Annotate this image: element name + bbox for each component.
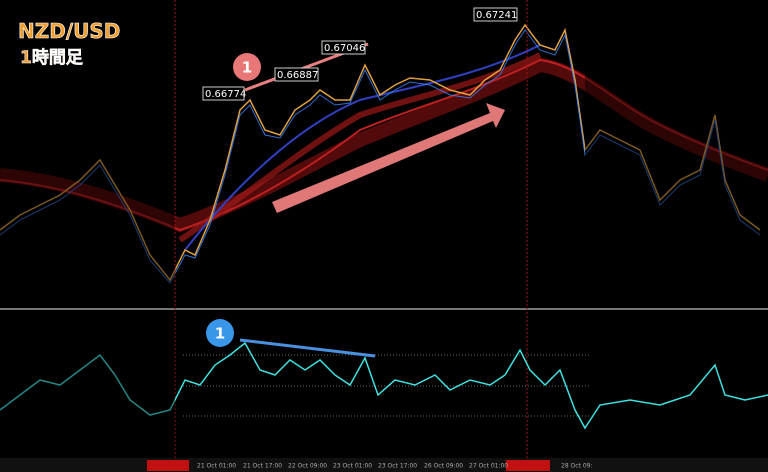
title: NZD/USD: [18, 19, 120, 43]
date-label: 21 Oct 17:00: [243, 463, 282, 470]
label-box: [473, 7, 518, 22]
price-label: 0.66887: [277, 70, 318, 81]
dim-right: [585, 0, 768, 458]
price-label: 0.67046: [324, 43, 365, 54]
badge-text: 1: [242, 59, 252, 77]
date-label: 26 Oct 09:00: [424, 463, 463, 470]
date-highlight: [506, 460, 550, 471]
price-label: 0.67241: [476, 10, 517, 21]
dim-left-rsi: [0, 312, 175, 458]
date-label: 21 Oct 01:00: [197, 463, 236, 470]
date-label: 23 Oct 01:00: [333, 463, 372, 470]
label-box: [202, 86, 245, 101]
date-label: 22 Oct 09:00: [288, 463, 327, 470]
label-box: [321, 40, 366, 55]
trend-line: [239, 338, 376, 358]
price-labels: 0.66774 0.66887 0.67046 0.67241: [202, 7, 518, 101]
date-highlight: [147, 460, 189, 471]
date-label: 23 Oct 17:00: [378, 463, 417, 470]
date-label: 28 Oct 09:: [561, 463, 592, 470]
label-box: [274, 67, 319, 82]
subtitle: 1時間足: [20, 47, 83, 68]
price-label: 0.66774: [205, 89, 246, 100]
price-line: [0, 23, 761, 282]
dim-left: [0, 0, 175, 458]
date-label: 27 Oct 01:00: [469, 463, 508, 470]
rsi-line: [0, 341, 768, 430]
badge-text: 1: [215, 325, 225, 343]
price-line-shadow: [0, 29, 761, 284]
date-axis: [0, 458, 768, 472]
badge: [206, 319, 234, 347]
arrow: [272, 103, 505, 213]
ma-ribbon: [0, 44, 768, 251]
badge: [233, 53, 261, 81]
